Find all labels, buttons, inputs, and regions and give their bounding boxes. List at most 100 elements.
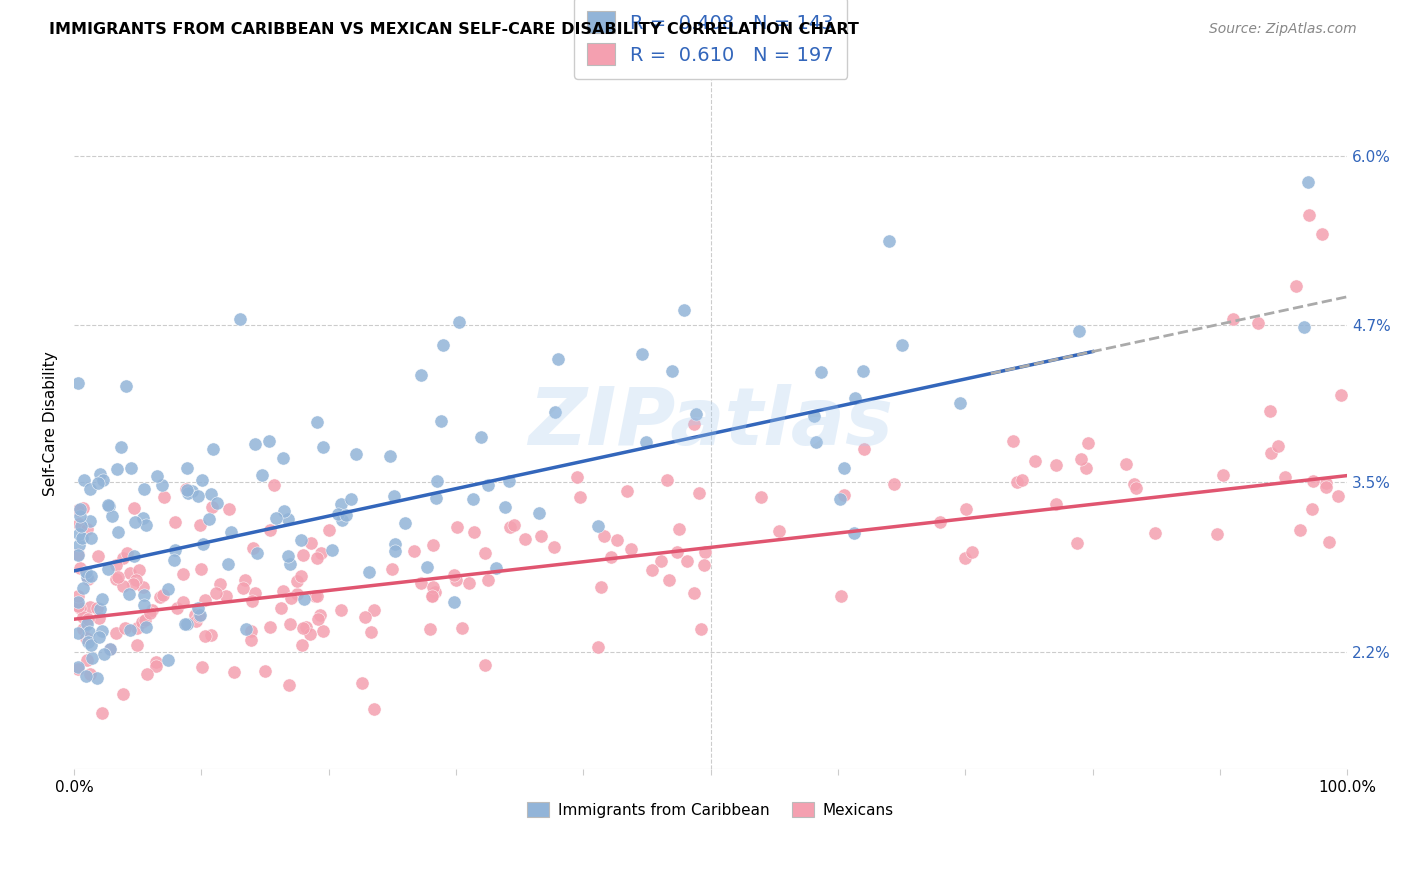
Point <box>72 622 94 636</box>
Point <box>70 518 93 533</box>
Point <box>1024 453 1046 467</box>
Point <box>76 570 98 584</box>
Point <box>470 430 492 444</box>
Point <box>589 581 612 595</box>
Point <box>80 531 103 545</box>
Point <box>446 520 468 534</box>
Point <box>877 234 900 248</box>
Point <box>270 601 292 615</box>
Point <box>156 653 179 667</box>
Point <box>586 519 609 533</box>
Point <box>66 595 89 609</box>
Point <box>191 473 214 487</box>
Point <box>1315 480 1337 494</box>
Point <box>381 562 404 576</box>
Point <box>416 560 439 574</box>
Point <box>193 537 215 551</box>
Point <box>157 582 180 596</box>
Point <box>87 610 110 624</box>
Point <box>890 338 912 352</box>
Point <box>425 585 447 599</box>
Point <box>73 473 96 487</box>
Point <box>187 600 209 615</box>
Point <box>243 586 266 600</box>
Point <box>384 537 406 551</box>
Point <box>146 468 169 483</box>
Point <box>98 642 121 657</box>
Point <box>135 667 157 681</box>
Point <box>1302 475 1324 489</box>
Point <box>76 572 98 586</box>
Point <box>804 435 827 450</box>
Point <box>172 595 194 609</box>
Point <box>77 612 100 626</box>
Point <box>430 414 453 428</box>
Point <box>350 676 373 690</box>
Point <box>494 500 516 514</box>
Point <box>91 473 114 487</box>
Point <box>949 396 972 410</box>
Point <box>344 447 367 461</box>
Point <box>278 557 301 571</box>
Point <box>273 584 295 599</box>
Point <box>79 482 101 496</box>
Point <box>235 622 257 636</box>
Point <box>1289 524 1312 538</box>
Point <box>1296 175 1319 189</box>
Point <box>105 462 128 476</box>
Point <box>176 460 198 475</box>
Point <box>294 620 316 634</box>
Point <box>128 563 150 577</box>
Point <box>620 542 643 557</box>
Point <box>228 312 250 326</box>
Point <box>120 566 142 580</box>
Point <box>291 622 314 636</box>
Point <box>1005 475 1028 490</box>
Point <box>291 548 314 562</box>
Point <box>290 569 312 583</box>
Point <box>111 550 134 565</box>
Point <box>166 601 188 615</box>
Point <box>1310 227 1333 241</box>
Point <box>240 594 263 608</box>
Point <box>474 546 496 560</box>
Point <box>309 608 332 623</box>
Point <box>852 442 875 457</box>
Point <box>498 474 520 488</box>
Point <box>450 622 472 636</box>
Point <box>672 303 695 318</box>
Point <box>93 648 115 662</box>
Point <box>280 591 302 606</box>
Point <box>658 574 681 588</box>
Point <box>132 482 155 496</box>
Point <box>1067 324 1090 338</box>
Point <box>131 511 153 525</box>
Point <box>360 624 382 639</box>
Point <box>1317 535 1340 549</box>
Point <box>75 565 97 579</box>
Point <box>1285 279 1308 293</box>
Point <box>682 586 704 600</box>
Point <box>76 522 98 536</box>
Point <box>104 572 127 586</box>
Point <box>513 533 536 547</box>
Point <box>86 671 108 685</box>
Point <box>842 525 865 540</box>
Point <box>768 524 790 538</box>
Point <box>1301 501 1323 516</box>
Point <box>221 524 243 539</box>
Point <box>411 575 433 590</box>
Point <box>152 490 174 504</box>
Point <box>273 504 295 518</box>
Point <box>1260 404 1282 418</box>
Point <box>1298 207 1320 221</box>
Point <box>307 612 329 626</box>
Point <box>118 587 141 601</box>
Point <box>80 568 103 582</box>
Point <box>830 589 852 603</box>
Point <box>277 678 299 692</box>
Point <box>200 628 222 642</box>
Point <box>66 662 89 676</box>
Point <box>184 614 207 628</box>
Point <box>132 588 155 602</box>
